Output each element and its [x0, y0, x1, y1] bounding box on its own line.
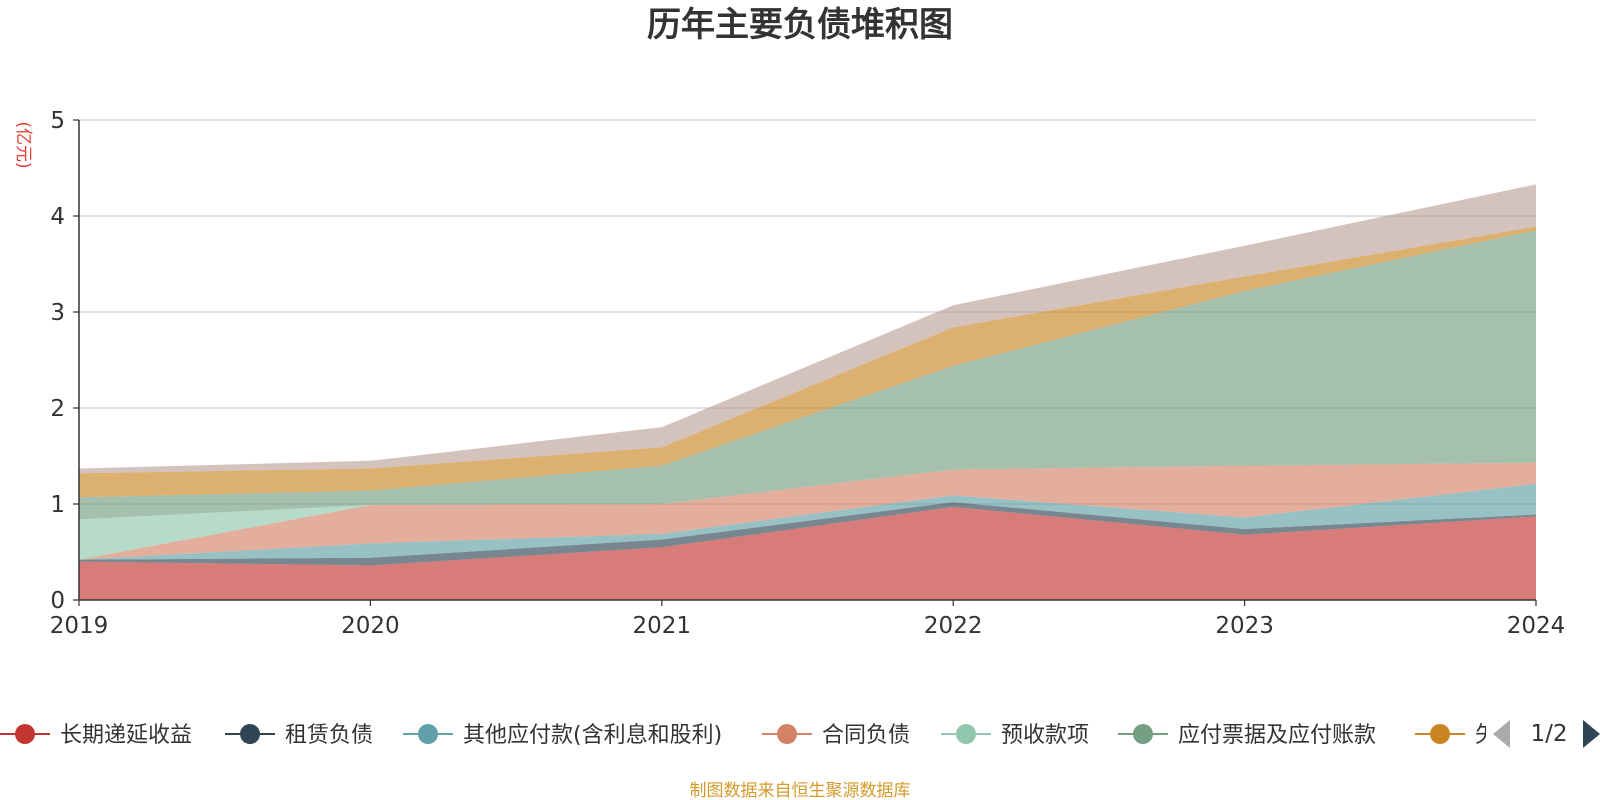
area-series-2: [79, 483, 1536, 560]
legend-item-6[interactable]: 矢: [1415, 723, 1497, 748]
legend-label-6: 矢: [1475, 723, 1497, 748]
x-tick-label-2020: 2020: [341, 613, 400, 639]
x-tick-label-2024: 2024: [1507, 613, 1566, 639]
area-series-0: [79, 506, 1536, 600]
legend-next-arrow-icon[interactable]: [1583, 720, 1600, 748]
y-tick-label-1: 1: [50, 492, 65, 518]
area-series-6: [79, 226, 1536, 498]
legend-item-1[interactable]: 租赁负债: [225, 723, 373, 748]
legend-marker: [777, 724, 797, 744]
stacked-areas: [79, 184, 1536, 600]
y-tick-label-2: 2: [50, 396, 65, 422]
legend-marker: [418, 724, 438, 744]
legend-label-4: 预收款项: [1001, 723, 1089, 748]
legend[interactable]: 长期递延收益 租赁负债 其他应付款(含利息和股利) 合同负债 预收款项 应付票据及应付账款…: [0, 720, 1600, 748]
source-note: 制图数据来自恒生聚源数据库: [690, 781, 911, 800]
legend-label-3: 合同负债: [822, 723, 910, 748]
legend-marker: [15, 724, 35, 744]
y-tick-label-0: 0: [50, 588, 65, 614]
axes: 2019 2020 2021 2022 2023 2024: [50, 120, 1566, 639]
area-series-3: [79, 462, 1536, 560]
legend-item-2[interactable]: 其他应付款(含利息和股利): [403, 723, 722, 748]
legend-marker: [956, 724, 976, 744]
x-tick-label-2022: 2022: [924, 613, 983, 639]
legend-label-5: 应付票据及应付账款: [1178, 723, 1376, 748]
legend-marker: [1133, 724, 1153, 744]
legend-marker: [1430, 724, 1450, 744]
legend-item-4[interactable]: 预收款项: [941, 723, 1089, 748]
legend-item-3[interactable]: 合同负债: [762, 723, 910, 748]
legend-item-5[interactable]: 应付票据及应付账款: [1118, 723, 1376, 748]
area-series-5: [79, 230, 1536, 520]
legend-label-2: 其他应付款(含利息和股利): [463, 723, 722, 748]
legend-items: 长期递延收益 租赁负债 其他应付款(含利息和股利) 合同负债 预收款项 应付票据及应付账款…: [0, 723, 1497, 748]
legend-item-0[interactable]: 长期递延收益: [0, 723, 192, 748]
y-tick-label-4: 4: [50, 204, 65, 230]
legend-page-indicator: 1/2: [1530, 721, 1567, 747]
y-tick-label-3: 3: [50, 300, 65, 326]
legend-label-1: 租赁负债: [285, 723, 373, 748]
x-tick-label-2023: 2023: [1215, 613, 1274, 639]
legend-marker: [240, 724, 260, 744]
chart-title: 历年主要负债堆积图: [647, 5, 953, 45]
x-tick-label-2019: 2019: [50, 613, 109, 639]
y-tick-label-5: 5: [50, 108, 65, 134]
x-tick-label-2021: 2021: [633, 613, 692, 639]
area-series-1: [79, 502, 1536, 566]
legend-label-0: 长期递延收益: [60, 723, 192, 748]
y-axis-unit: (亿元): [13, 121, 33, 168]
legend-prev-arrow-icon[interactable]: [1493, 720, 1510, 748]
